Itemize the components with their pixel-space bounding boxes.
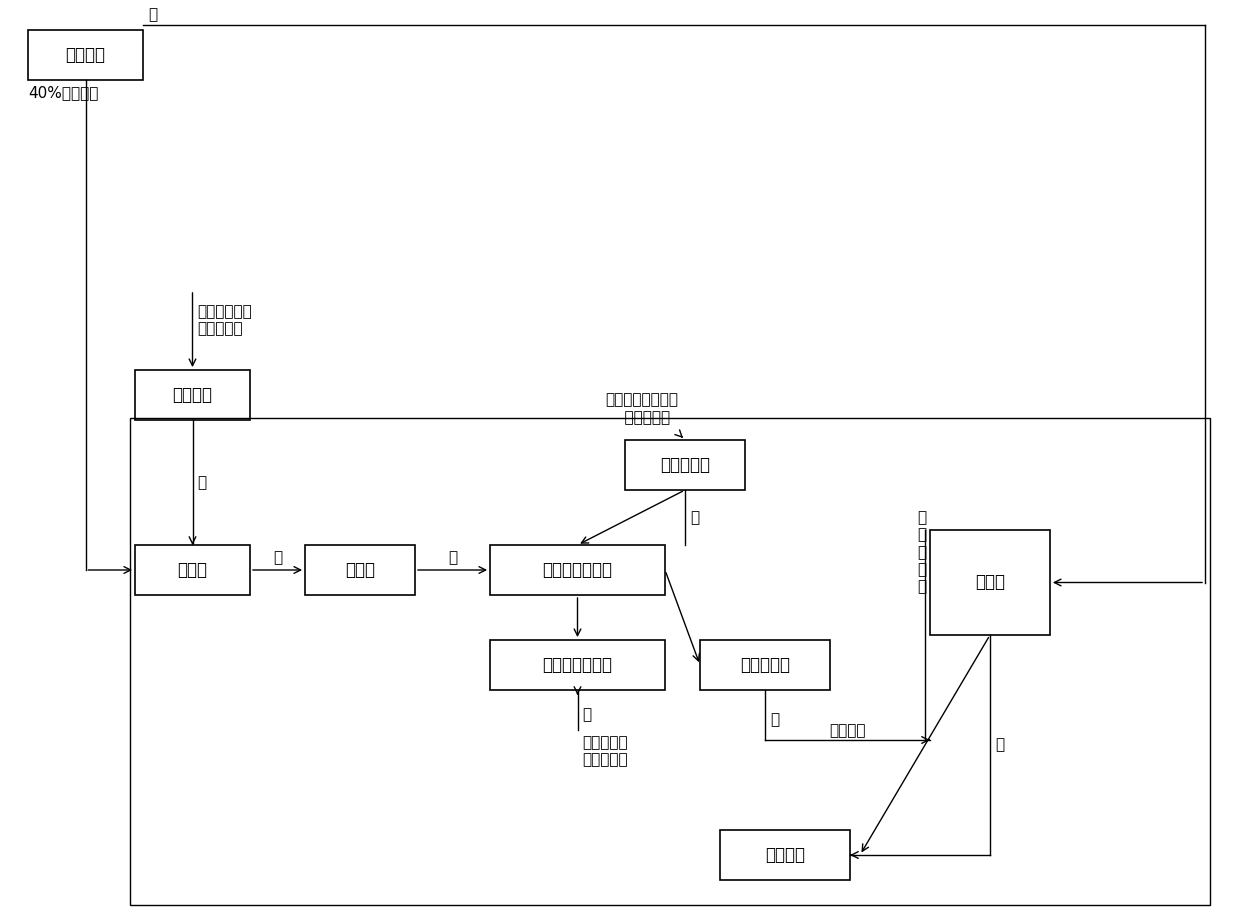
Bar: [490, 640, 665, 690]
Text: 萃取剂来自铀纯化
    转化生产线: 萃取剂来自铀纯化 转化生产线: [605, 393, 678, 425]
Text: 泵: 泵: [689, 510, 699, 525]
Text: 供料槽: 供料槽: [345, 561, 374, 579]
Text: 泵: 泵: [148, 7, 157, 22]
Bar: [490, 545, 665, 595]
Text: 萃余水贮槽: 萃余水贮槽: [740, 656, 790, 674]
Text: 泵: 泵: [448, 550, 458, 565]
Text: 碱配制槽: 碱配制槽: [66, 46, 105, 64]
Text: 萃取混合澄清槽: 萃取混合澄清槽: [543, 561, 613, 579]
Bar: [930, 530, 1050, 635]
Text: 破浓缩池: 破浓缩池: [765, 846, 805, 864]
Text: 泵: 泵: [273, 550, 281, 565]
Text: 不
满
足
要
求: 不 满 足 要 求: [918, 510, 926, 594]
Bar: [29, 30, 143, 80]
Text: 满足要求: 满足要求: [830, 723, 866, 738]
Bar: [135, 370, 250, 420]
Text: 负载有机相贮槽: 负载有机相贮槽: [543, 656, 613, 674]
Text: 40%氢氧化钠: 40%氢氧化钠: [29, 85, 98, 100]
Text: 铀纯化转化硝
酸精馏残液: 铀纯化转化硝 酸精馏残液: [197, 304, 252, 336]
Text: 铀纯化转化
萃取剂贮槽: 铀纯化转化 萃取剂贮槽: [583, 735, 629, 767]
Bar: [720, 830, 849, 880]
Bar: [701, 640, 830, 690]
Bar: [625, 440, 745, 490]
Text: 萃取剂贮槽: 萃取剂贮槽: [660, 456, 711, 474]
Text: 泵: 泵: [197, 475, 207, 490]
Bar: [130, 418, 1210, 905]
Text: 泵: 泵: [994, 737, 1004, 753]
Text: 调料槽: 调料槽: [177, 561, 207, 579]
Text: 泵: 泵: [583, 707, 591, 723]
Bar: [305, 545, 415, 595]
Text: 中和槽: 中和槽: [975, 574, 1004, 592]
Text: 废液贮罐: 废液贮罐: [172, 386, 212, 404]
Bar: [135, 545, 250, 595]
Text: 泵: 泵: [770, 713, 779, 727]
